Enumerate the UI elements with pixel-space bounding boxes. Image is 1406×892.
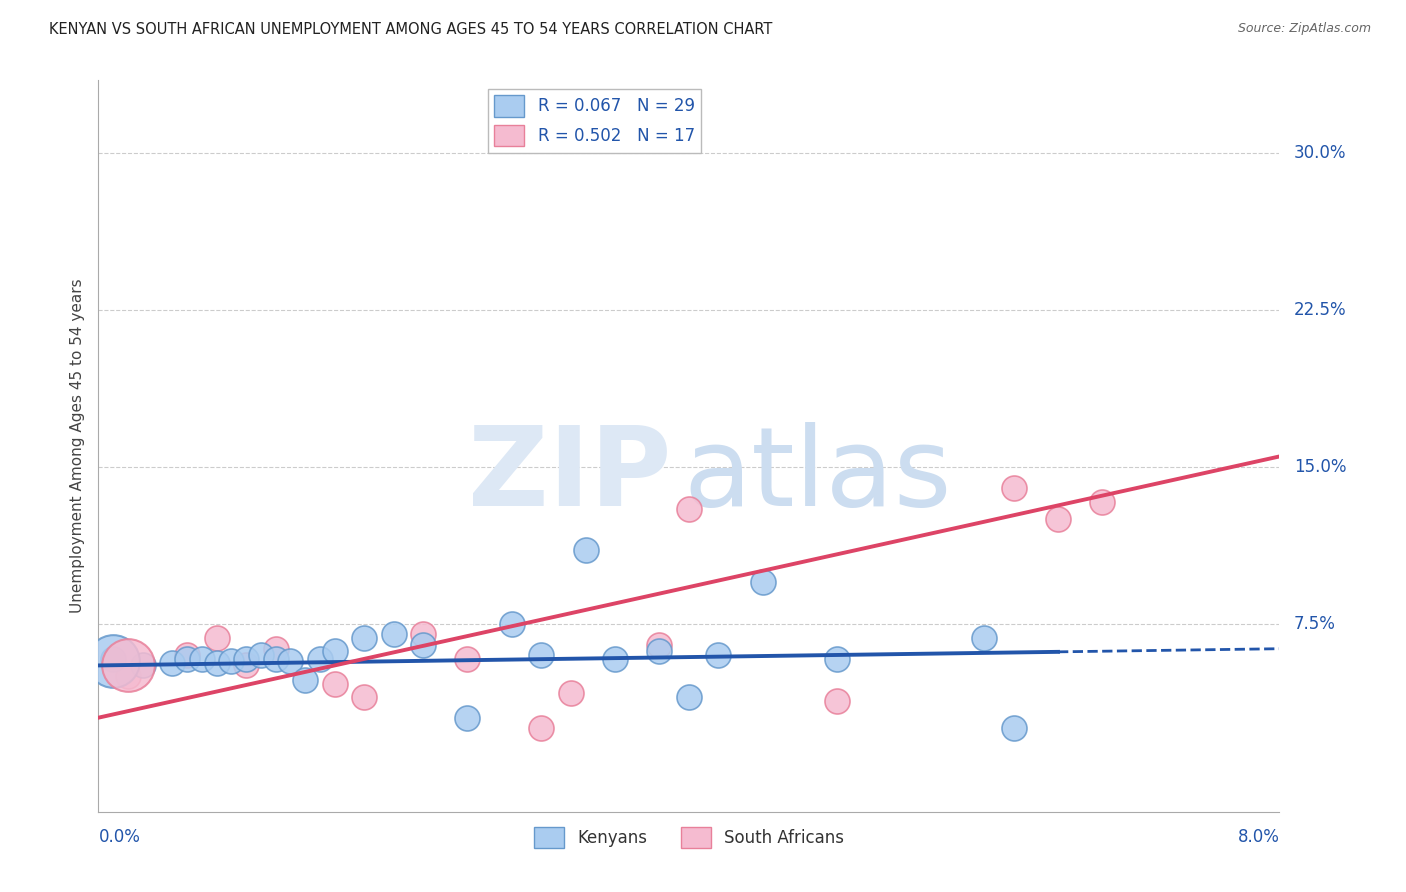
- Point: [575, 543, 598, 558]
- Point: [162, 657, 183, 671]
- Point: [457, 711, 479, 725]
- Point: [117, 669, 139, 683]
- Point: [530, 721, 553, 735]
- Point: [103, 652, 125, 666]
- Text: atlas: atlas: [683, 422, 952, 529]
- Point: [176, 648, 198, 662]
- Point: [648, 644, 671, 658]
- Point: [1091, 495, 1114, 509]
- Point: [678, 501, 700, 516]
- Point: [707, 648, 730, 662]
- Point: [264, 641, 287, 656]
- Point: [264, 652, 287, 666]
- Point: [250, 648, 273, 662]
- Point: [501, 616, 523, 631]
- Point: [205, 632, 228, 646]
- Point: [205, 657, 228, 671]
- Legend: Kenyans, South Africans: Kenyans, South Africans: [527, 820, 851, 855]
- Point: [412, 627, 434, 641]
- Point: [235, 652, 257, 666]
- Point: [235, 658, 257, 673]
- Point: [412, 638, 434, 652]
- Point: [309, 652, 332, 666]
- Point: [605, 652, 627, 666]
- Point: [457, 652, 479, 666]
- Text: 0.0%: 0.0%: [98, 829, 141, 847]
- Point: [221, 654, 243, 668]
- Text: Source: ZipAtlas.com: Source: ZipAtlas.com: [1237, 22, 1371, 36]
- Point: [382, 627, 405, 641]
- Point: [353, 690, 375, 704]
- Text: ZIP: ZIP: [468, 422, 671, 529]
- Point: [176, 652, 198, 666]
- Point: [353, 632, 375, 646]
- Point: [678, 690, 700, 704]
- Text: 7.5%: 7.5%: [1294, 615, 1336, 632]
- Point: [103, 654, 125, 668]
- Point: [530, 648, 553, 662]
- Point: [1002, 721, 1025, 735]
- Point: [1002, 481, 1025, 495]
- Point: [973, 632, 995, 646]
- Point: [825, 652, 848, 666]
- Text: 8.0%: 8.0%: [1237, 829, 1279, 847]
- Y-axis label: Unemployment Among Ages 45 to 54 years: Unemployment Among Ages 45 to 54 years: [69, 278, 84, 614]
- Point: [323, 644, 346, 658]
- Point: [825, 694, 848, 708]
- Point: [560, 685, 582, 699]
- Point: [191, 652, 214, 666]
- Point: [1046, 512, 1070, 526]
- Text: KENYAN VS SOUTH AFRICAN UNEMPLOYMENT AMONG AGES 45 TO 54 YEARS CORRELATION CHART: KENYAN VS SOUTH AFRICAN UNEMPLOYMENT AMO…: [49, 22, 772, 37]
- Point: [294, 673, 316, 687]
- Point: [648, 638, 671, 652]
- Text: 30.0%: 30.0%: [1294, 145, 1346, 162]
- Point: [280, 654, 302, 668]
- Text: 15.0%: 15.0%: [1294, 458, 1346, 476]
- Point: [117, 658, 139, 673]
- Point: [132, 658, 155, 673]
- Text: 22.5%: 22.5%: [1294, 301, 1347, 319]
- Point: [752, 574, 775, 589]
- Point: [323, 677, 346, 691]
